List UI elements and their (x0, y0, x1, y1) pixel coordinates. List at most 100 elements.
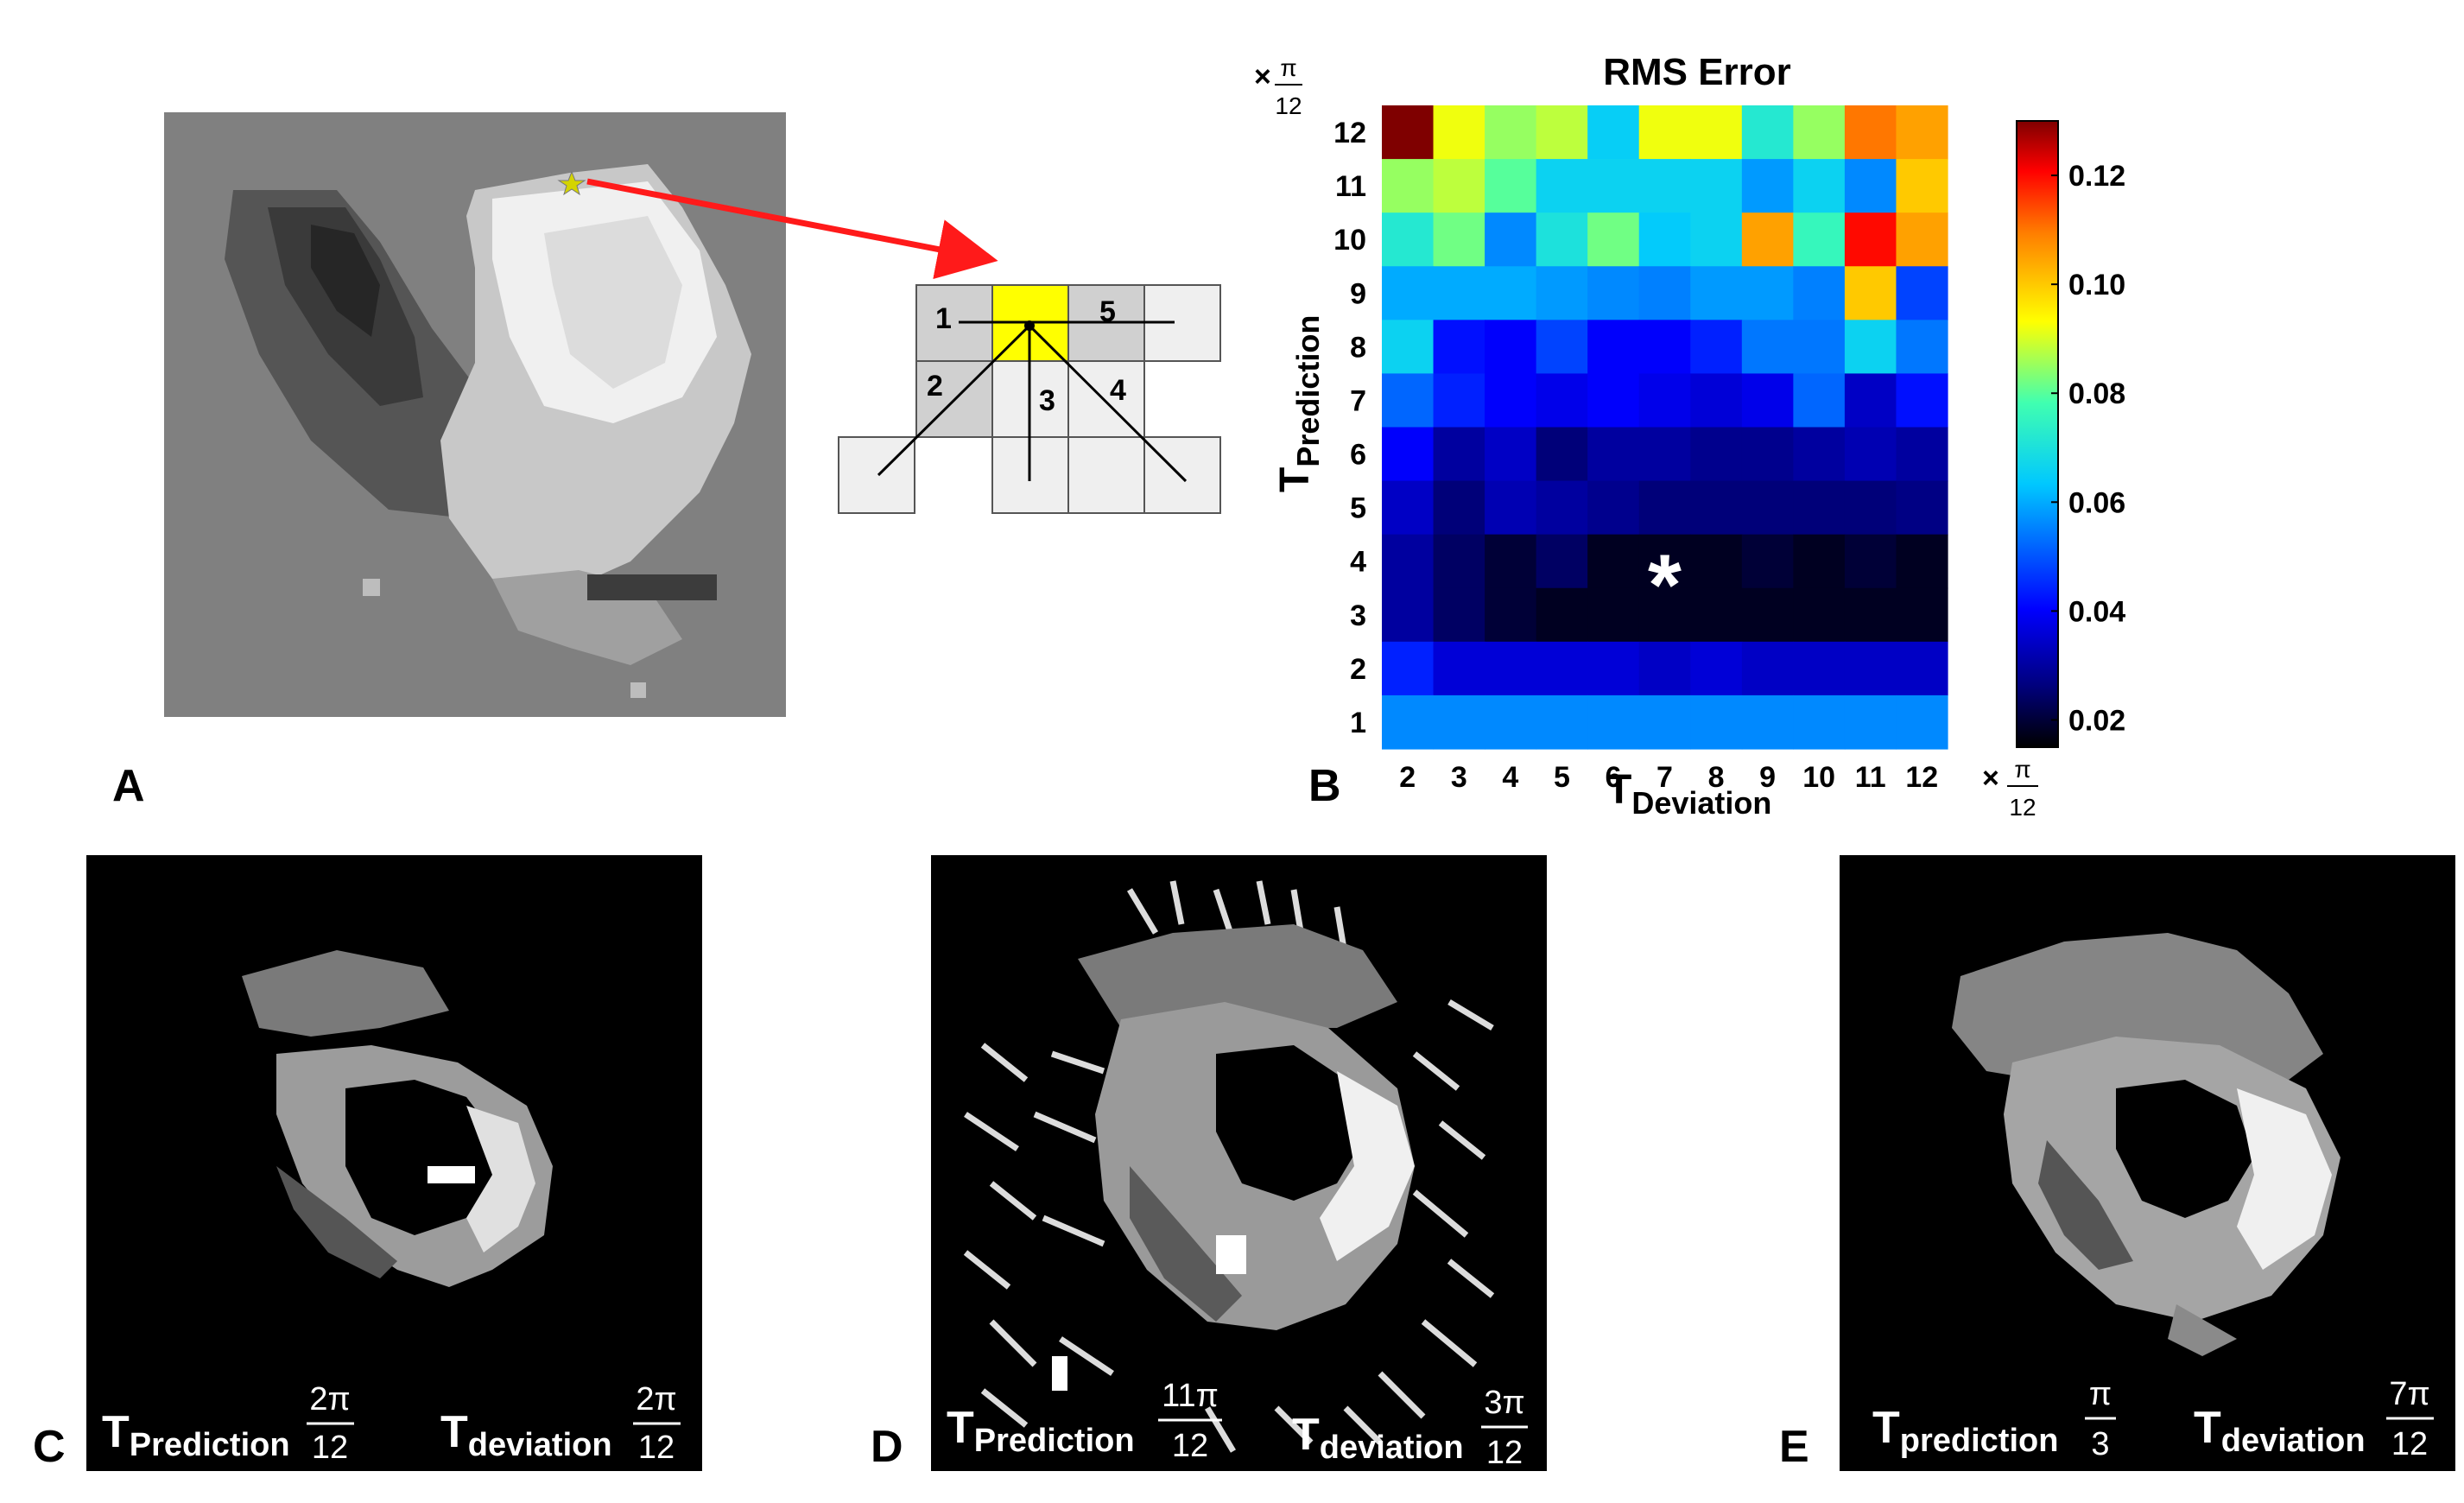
heatmap-cell (1896, 105, 1948, 160)
heatmap-cell (1896, 587, 1948, 643)
heatmap-cell (1587, 320, 1640, 375)
heatmap-cell (1690, 320, 1743, 375)
heatmap-cell (1587, 212, 1640, 267)
heatmap-cell (1382, 534, 1435, 589)
heatmap-cell (1690, 587, 1743, 643)
colorbar-tick-label: 0.02 (2068, 704, 2125, 737)
heatmap-cell (1690, 373, 1743, 428)
y-tick-label: 4 (1350, 546, 1366, 579)
svg-text:×: × (1982, 762, 1999, 795)
heatmap-cell (1793, 159, 1846, 213)
dark-region (225, 190, 501, 518)
svg-text:12: 12 (1275, 92, 1302, 119)
heatmap-cell (1844, 694, 1897, 750)
heatmap-cell (1793, 694, 1846, 750)
heatmap-cell (1485, 105, 1537, 160)
heatmap-cell (1485, 212, 1537, 267)
heatmap-cell (1536, 534, 1588, 589)
heatmap-cell (1844, 159, 1897, 213)
heatmap-cell (1485, 320, 1537, 375)
heatmap-cell (1382, 427, 1435, 482)
heatmap-cell (1536, 266, 1588, 320)
svg-text:Tdeviation: Tdeviation (2194, 1403, 2366, 1459)
bright-region (440, 164, 751, 665)
heatmap-cell (1741, 694, 1794, 750)
y-tick-label: 12 (1333, 117, 1366, 149)
heatmap-cell (1638, 534, 1691, 589)
heatmap-cell (1844, 320, 1897, 375)
colorbar-tick-label: 0.06 (2068, 486, 2125, 519)
heatmap-cell (1690, 427, 1743, 482)
heatmap-cell (1896, 534, 1948, 589)
heatmap-cell (1536, 694, 1588, 750)
y-tick-label: 8 (1350, 331, 1366, 364)
heatmap-cell (1896, 373, 1948, 428)
chart-title: RMS Error (1603, 51, 1791, 93)
phase-map-image-a (164, 112, 786, 717)
heatmap-cell (1793, 105, 1846, 160)
y-tick-label: 7 (1350, 384, 1366, 417)
heatmap-cell (1587, 480, 1640, 536)
heatmap-cell (1844, 480, 1897, 536)
heatmap-cell (1741, 641, 1794, 696)
heatmap-cell (1793, 320, 1846, 375)
colorbar-tick-label: 0.04 (2068, 595, 2125, 628)
star-icon (557, 170, 586, 196)
svg-text:Tprediction: Tprediction (1872, 1403, 2058, 1459)
phase-map-image-e: Tprediction π 3 Tdeviation 7π 12 (1840, 855, 2455, 1471)
heatmap-cell (1587, 159, 1640, 213)
svg-text:×: × (1254, 60, 1271, 93)
heatmap-cell (1587, 266, 1640, 320)
heatmap-cell (1587, 694, 1640, 750)
svg-text:12: 12 (638, 1430, 675, 1466)
heatmap-cell (1638, 587, 1691, 643)
heatmap-cell (1896, 480, 1948, 536)
panel-label-b: B (1308, 761, 1341, 811)
colorbar-tick-labels: 0.12 0.10 0.08 0.06 0.04 0.02 (2051, 160, 2125, 737)
heatmap-cell (1690, 212, 1743, 267)
heatmap-cell (1382, 320, 1435, 375)
heatmap-cell (1485, 159, 1537, 213)
x-tick-label: 8 (1708, 761, 1725, 794)
x-tick-labels: 2 3 4 5 6 7 8 9 10 11 12 (1399, 761, 1938, 794)
caption-e: Tprediction π 3 Tdeviation 7π 12 (1872, 1376, 2434, 1462)
heatmap-cell (1690, 534, 1743, 589)
heatmap-cell (1382, 266, 1435, 320)
heatmap-cell (1844, 587, 1897, 643)
heatmap-cell (1896, 320, 1948, 375)
x-tick-label: 4 (1502, 761, 1518, 794)
caption-c: TPrediction 2π 12 Tdeviation 2π 12 (102, 1381, 681, 1466)
heatmap-cell (1793, 212, 1846, 267)
svg-text:3: 3 (2091, 1426, 2109, 1462)
cell-number-3: 3 (1039, 384, 1055, 417)
heatmap-cell (1433, 694, 1485, 750)
cell-number-1: 1 (935, 302, 952, 335)
x-tick-label: 11 (1855, 761, 1886, 794)
heatmap-cell (1433, 427, 1485, 482)
cell-number-2: 2 (927, 370, 943, 403)
heatmap-cell (1741, 266, 1794, 320)
svg-text:π: π (1280, 54, 1296, 81)
svg-text:7π: 7π (2389, 1376, 2429, 1412)
svg-text:2π: 2π (309, 1381, 350, 1417)
heatmap-cell (1536, 159, 1588, 213)
heatmap-cell (1844, 641, 1897, 696)
svg-text:π: π (2014, 756, 2030, 783)
heatmap-cell (1638, 694, 1691, 750)
heatmap-cell (1433, 105, 1485, 160)
heatmap-cell (1741, 212, 1794, 267)
colorbar-tick-label: 0.12 (2068, 160, 2125, 193)
heatmap-cell (1587, 373, 1640, 428)
svg-text:2π: 2π (636, 1381, 676, 1417)
phase-map-image-c: TPrediction 2π 12 Tdeviation 2π 12 (86, 855, 702, 1471)
x-tick-label: 9 (1759, 761, 1776, 794)
svg-text:12: 12 (2391, 1426, 2428, 1462)
colorbar (2016, 120, 2059, 748)
svg-text:TPrediction: TPrediction (102, 1407, 290, 1463)
heatmap-cell (1690, 105, 1743, 160)
heatmap-cell (1793, 266, 1846, 320)
y-tick-label: 10 (1333, 224, 1366, 257)
heatmap-cell (1896, 212, 1948, 267)
svg-text:12: 12 (1486, 1435, 1523, 1471)
